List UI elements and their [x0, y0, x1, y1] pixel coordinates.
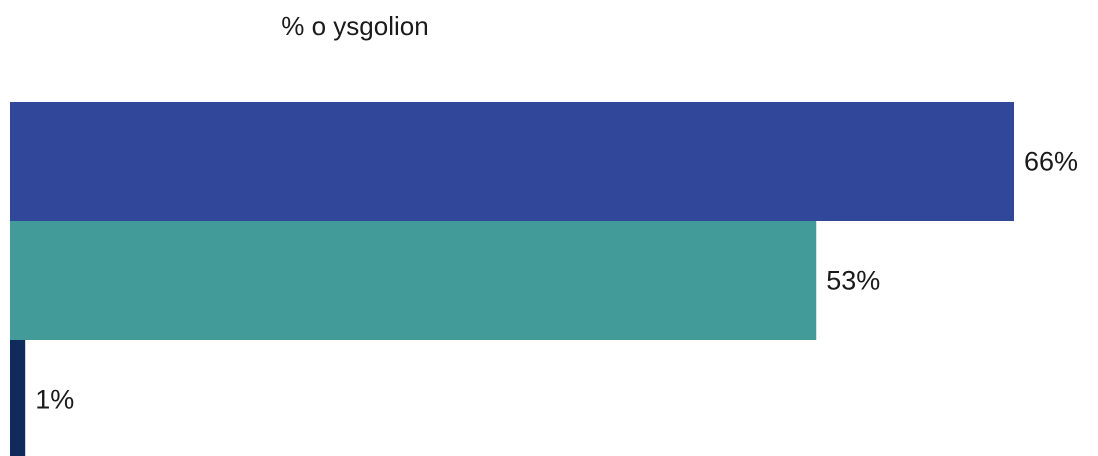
- data-label-3: 1%: [35, 385, 74, 415]
- chart-title: % o ysgolion: [281, 11, 429, 41]
- bar-3: [10, 340, 26, 456]
- data-label-2: 53%: [826, 266, 880, 296]
- bar-2: [10, 221, 817, 340]
- bar-1: [10, 102, 1014, 221]
- data-label-1: 66%: [1024, 147, 1078, 177]
